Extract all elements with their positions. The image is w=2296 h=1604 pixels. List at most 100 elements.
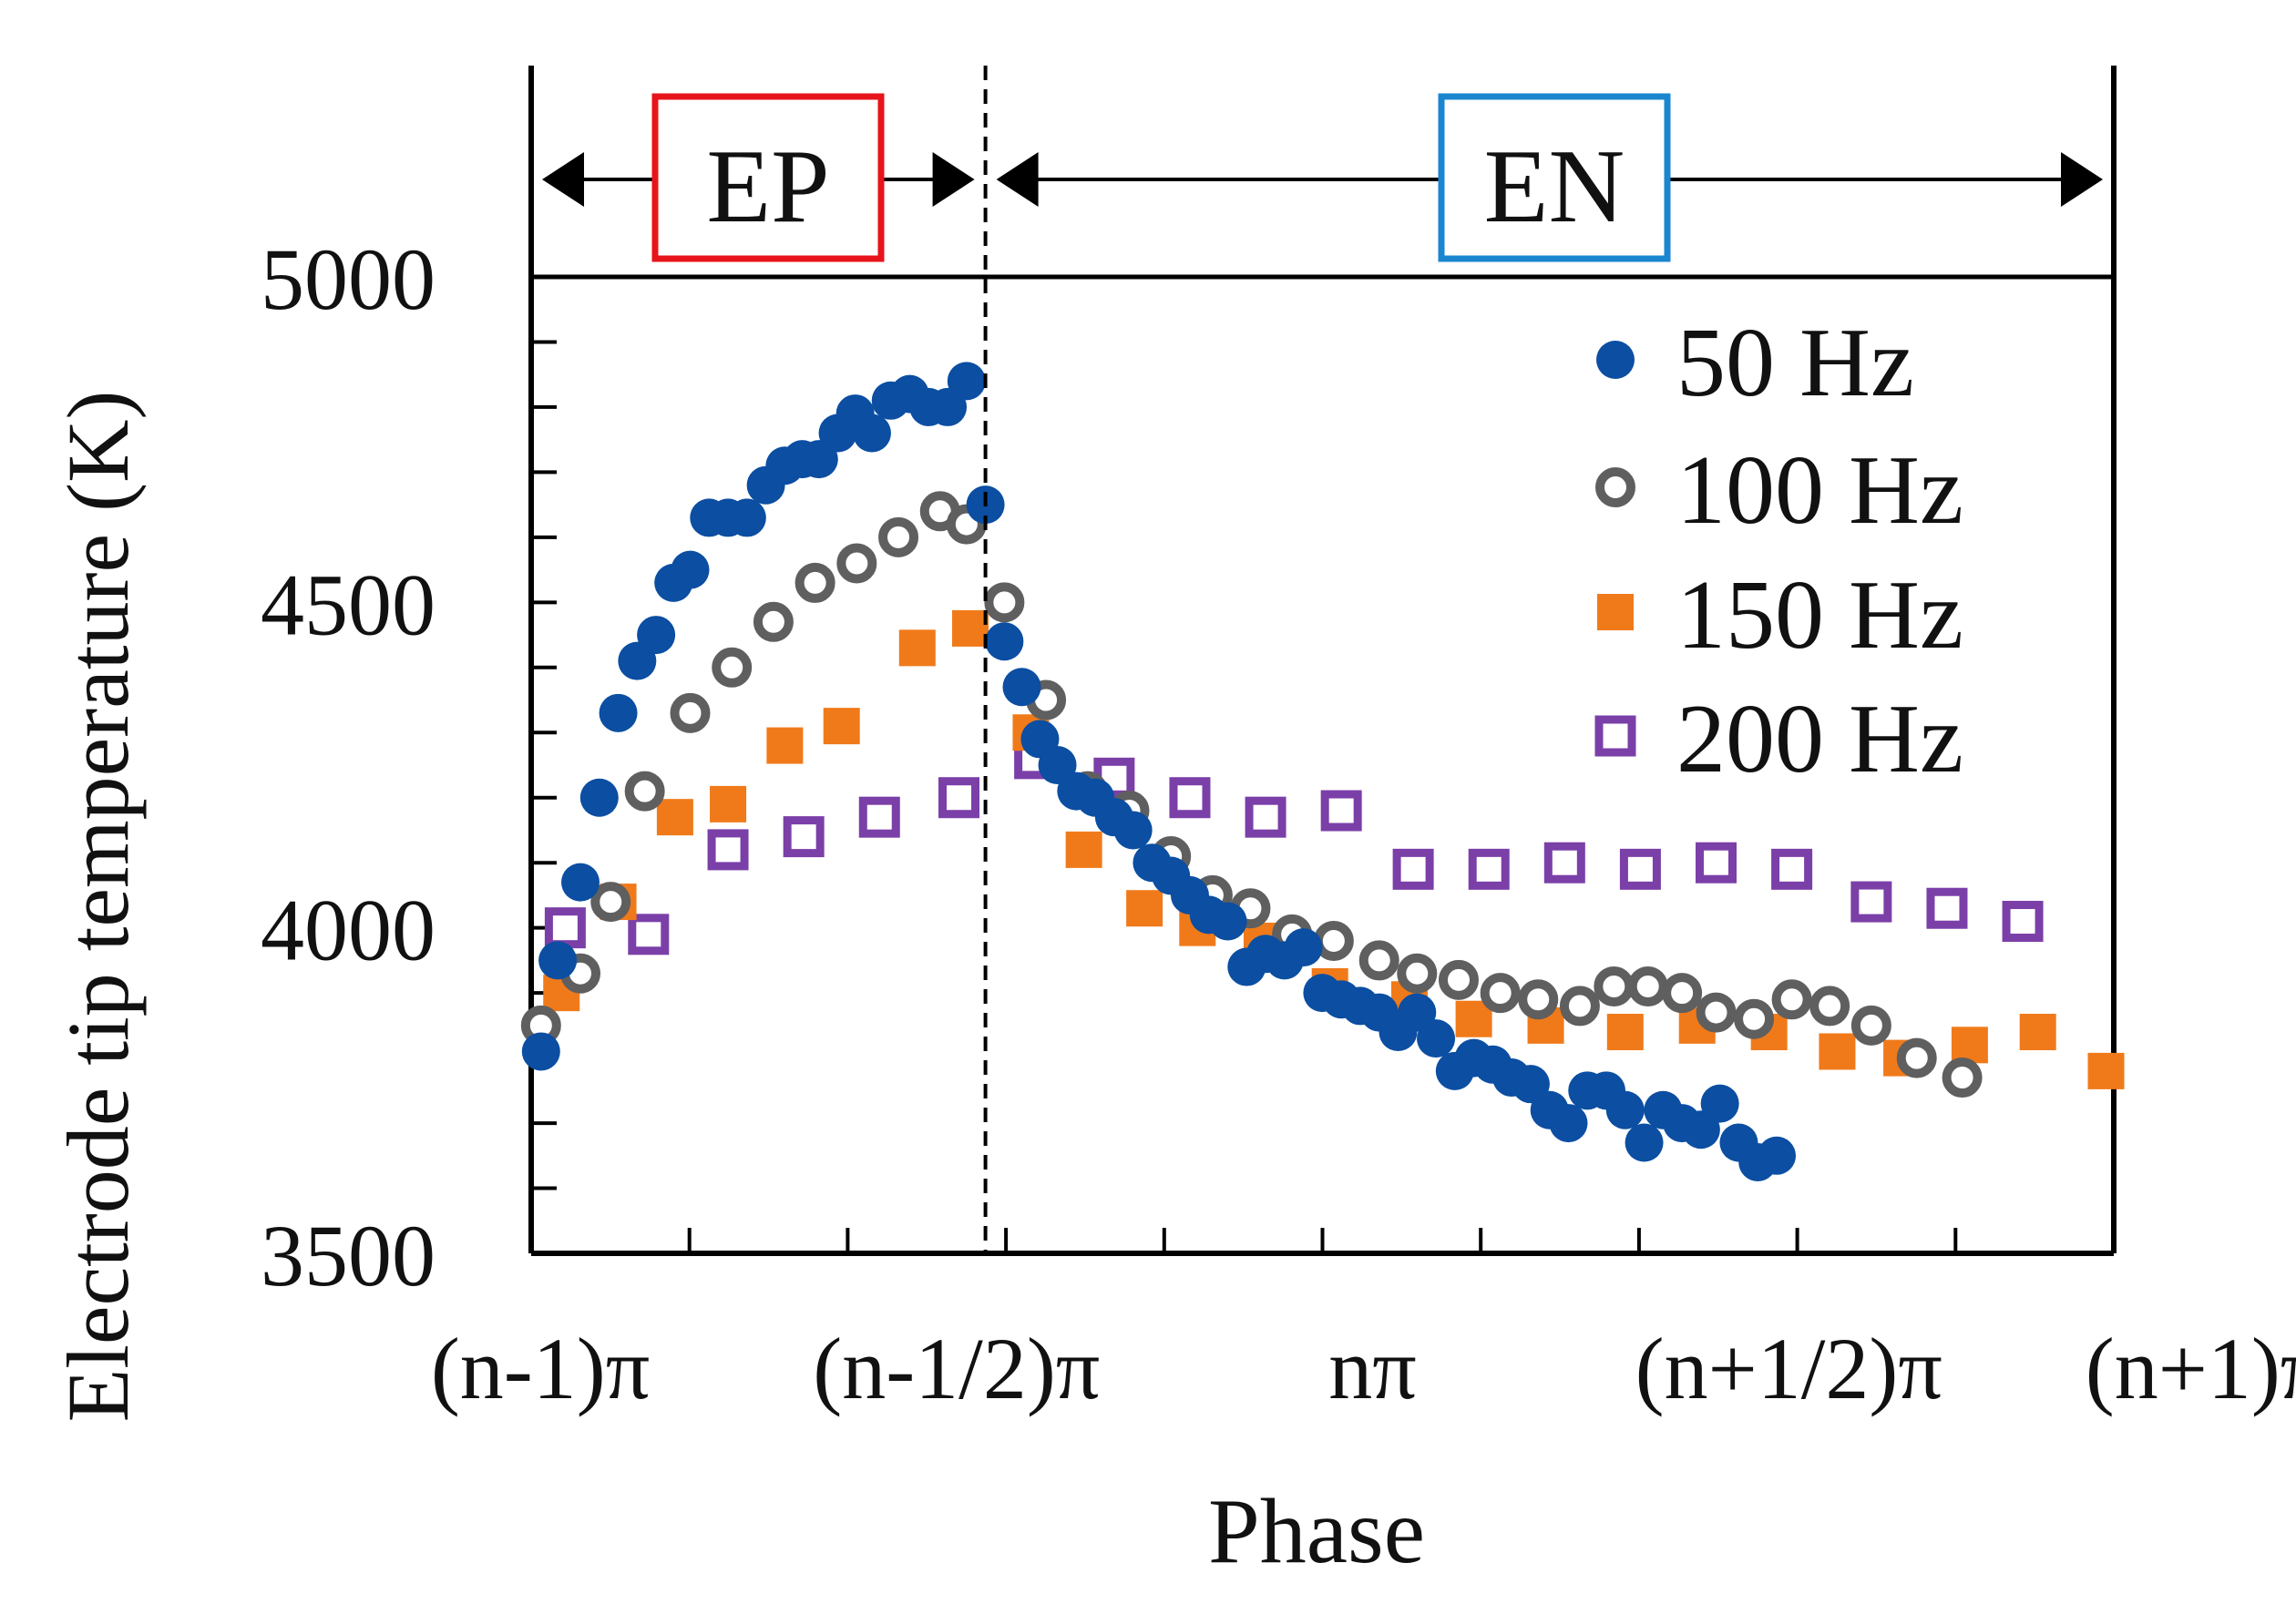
x-tick-label: (n-1)π	[431, 1320, 650, 1417]
data-point	[637, 616, 676, 655]
legend-marker	[1596, 341, 1635, 379]
legend-marker	[1597, 594, 1634, 630]
data-point	[1809, 986, 1850, 1027]
data-point	[1627, 965, 1668, 1006]
data-point	[2019, 1014, 2056, 1051]
data-point	[938, 777, 980, 819]
x-tick-label: (n-1/2)π	[813, 1320, 1100, 1417]
data-point	[984, 582, 1025, 623]
legend-item: 100 Hz	[1595, 436, 1963, 545]
data-point	[1126, 890, 1163, 927]
data-point	[1771, 848, 1813, 890]
data-point	[538, 941, 578, 980]
legend-label: 200 Hz	[1676, 685, 1963, 793]
data-point	[1549, 1104, 1588, 1143]
legend: 50 Hz 100 Hz 150 Hz 200 Hz	[1594, 309, 1963, 793]
legend-label: 50 Hz	[1676, 309, 1914, 417]
data-point	[1771, 979, 1812, 1020]
y-tick-label: 3500	[261, 1207, 436, 1304]
legend-item: 50 Hz	[1596, 309, 1914, 417]
data-point	[2087, 1052, 2125, 1089]
data-point	[1896, 1037, 1937, 1078]
legend-marker	[1594, 715, 1636, 757]
data-point	[1734, 998, 1775, 1039]
x-tick-label: nπ	[1328, 1320, 1416, 1417]
data-point	[670, 692, 711, 733]
data-point	[590, 882, 631, 923]
data-point	[727, 498, 766, 537]
data-point	[1002, 668, 1041, 707]
data-point	[1619, 848, 1661, 890]
legend-item: 200 Hz	[1594, 685, 1963, 793]
data-point	[712, 647, 753, 688]
data-point	[521, 1032, 560, 1071]
data-point	[628, 914, 670, 955]
data-point	[1245, 796, 1286, 838]
data-point	[947, 362, 986, 401]
data-point	[1397, 953, 1438, 994]
data-point	[1468, 848, 1510, 890]
data-point	[671, 550, 710, 589]
data-point	[1518, 979, 1559, 1020]
data-point	[707, 829, 749, 871]
series-50-hz	[521, 362, 1796, 1181]
data-point	[1926, 887, 1968, 929]
data-point	[1757, 1136, 1796, 1175]
data-series	[520, 362, 2125, 1181]
data-point	[2002, 901, 2044, 943]
y-tick-label: 4500	[261, 556, 436, 653]
data-point	[579, 778, 619, 817]
data-point	[1594, 965, 1635, 1006]
data-point	[624, 771, 665, 812]
region-label-box	[651, 93, 885, 262]
data-point	[766, 727, 804, 764]
phase-regions: EP EN	[542, 66, 2103, 1253]
data-point	[1543, 842, 1585, 884]
data-point	[1606, 1014, 1644, 1051]
region-en: EN	[996, 93, 2103, 262]
region-ep: EP	[542, 93, 975, 262]
data-point	[656, 799, 693, 836]
data-point	[985, 622, 1024, 661]
data-point	[823, 708, 860, 745]
legend-label: 100 Hz	[1676, 436, 1963, 545]
data-point	[1480, 973, 1521, 1014]
data-point	[836, 543, 877, 584]
data-point	[794, 562, 835, 603]
data-point	[1942, 1057, 1983, 1098]
series-200-hz	[544, 738, 2044, 955]
data-point	[753, 601, 794, 642]
data-point	[1392, 848, 1434, 890]
data-point	[1208, 902, 1247, 941]
data-point	[1313, 920, 1354, 961]
data-point	[1417, 1019, 1456, 1058]
data-point	[599, 693, 638, 732]
data-point	[1605, 1090, 1645, 1129]
x-tick-label: (n+1/2)π	[1635, 1320, 1942, 1417]
data-point	[1358, 940, 1399, 981]
data-point	[1559, 986, 1600, 1027]
arrow-right-icon	[932, 152, 975, 207]
data-point	[852, 414, 891, 453]
arrow-right-icon	[2061, 152, 2103, 207]
data-point	[1696, 992, 1737, 1033]
data-point	[1284, 928, 1323, 967]
data-point	[1320, 790, 1362, 832]
data-point	[1625, 1123, 1664, 1162]
data-point	[898, 629, 936, 667]
data-point	[1662, 973, 1703, 1014]
data-point	[878, 516, 919, 557]
data-point	[544, 907, 586, 949]
arrow-left-icon	[996, 152, 1039, 207]
region-label: EN	[1484, 128, 1625, 245]
legend-marker	[1595, 467, 1635, 507]
axis-ticks: 3500 4000 4500 5000 (n-1)π (n-1/2)π nπ (n+1/2)π…	[261, 230, 2296, 1417]
x-axis-label: Phase	[1208, 1480, 1425, 1583]
data-point	[1850, 1005, 1891, 1046]
data-point	[1951, 1027, 1988, 1064]
legend-item: 150 Hz	[1597, 561, 1963, 669]
region-label: EP	[706, 128, 829, 245]
arrow-left-icon	[542, 152, 584, 207]
data-point	[710, 785, 747, 822]
